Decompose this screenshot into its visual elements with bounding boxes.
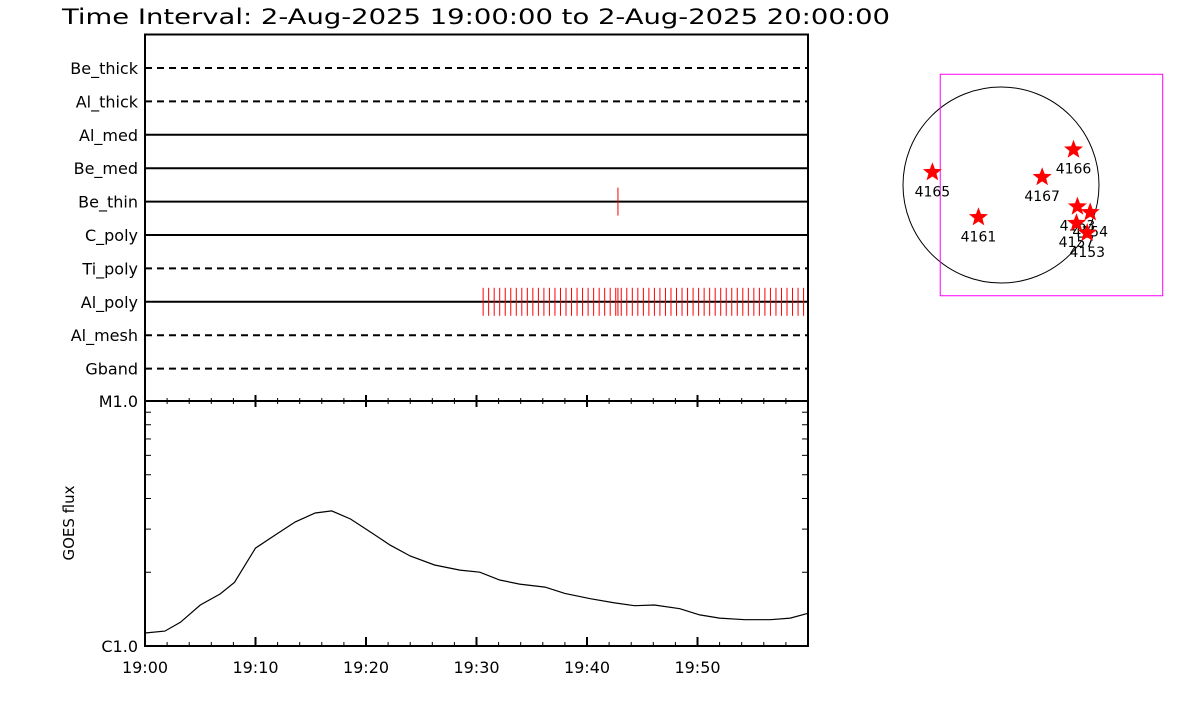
region-label: 4166	[1056, 162, 1092, 178]
x-tick-label: 19:20	[343, 658, 389, 677]
solar-disk	[902, 86, 1100, 284]
goes-frame	[144, 400, 809, 647]
region-star	[1064, 139, 1083, 158]
filter-label: C_poly	[85, 226, 138, 246]
region-star	[1077, 223, 1097, 242]
x-tick-label: 19:50	[674, 658, 720, 677]
field-of-view	[939, 73, 1164, 297]
filter-label: Gband	[85, 360, 138, 379]
region-label: 4167	[1024, 189, 1060, 205]
filter-label: Al_thick	[76, 92, 139, 112]
region-star	[1066, 213, 1086, 232]
region-star	[968, 207, 988, 226]
y-axis-label: GOES flux	[60, 485, 78, 560]
y-tick-label: C1.0	[101, 637, 138, 656]
region-label: 4161	[961, 229, 997, 245]
x-tick-label: 19:00	[122, 658, 168, 677]
filter-label: Be_med	[74, 159, 138, 179]
y-tick-label: M1.0	[99, 392, 138, 411]
region-label: 4157	[1059, 235, 1095, 251]
filter-label: Al_poly	[81, 293, 138, 313]
region-star	[922, 162, 942, 181]
timeline-frame	[144, 33, 809, 402]
region-label: 4153	[1069, 245, 1105, 261]
region-label: 4165	[915, 184, 951, 200]
filter-label: Be_thin	[78, 193, 138, 213]
goes-flux-line	[144, 510, 809, 634]
region-star	[1067, 196, 1087, 215]
region-star	[1080, 202, 1100, 221]
filter-label: Ti_poly	[81, 259, 138, 279]
chart-title: Time Interval: 2-Aug-2025 19:00:00 to 2-…	[61, 5, 890, 29]
x-tick-label: 19:30	[453, 658, 499, 677]
filter-label: Al_mesh	[71, 326, 138, 346]
filter-label: Be_thick	[70, 59, 138, 79]
filter-label: Al_med	[79, 126, 138, 146]
region-star	[1032, 167, 1052, 186]
x-tick-label: 19:40	[564, 658, 610, 677]
x-tick-label: 19:10	[232, 658, 278, 677]
